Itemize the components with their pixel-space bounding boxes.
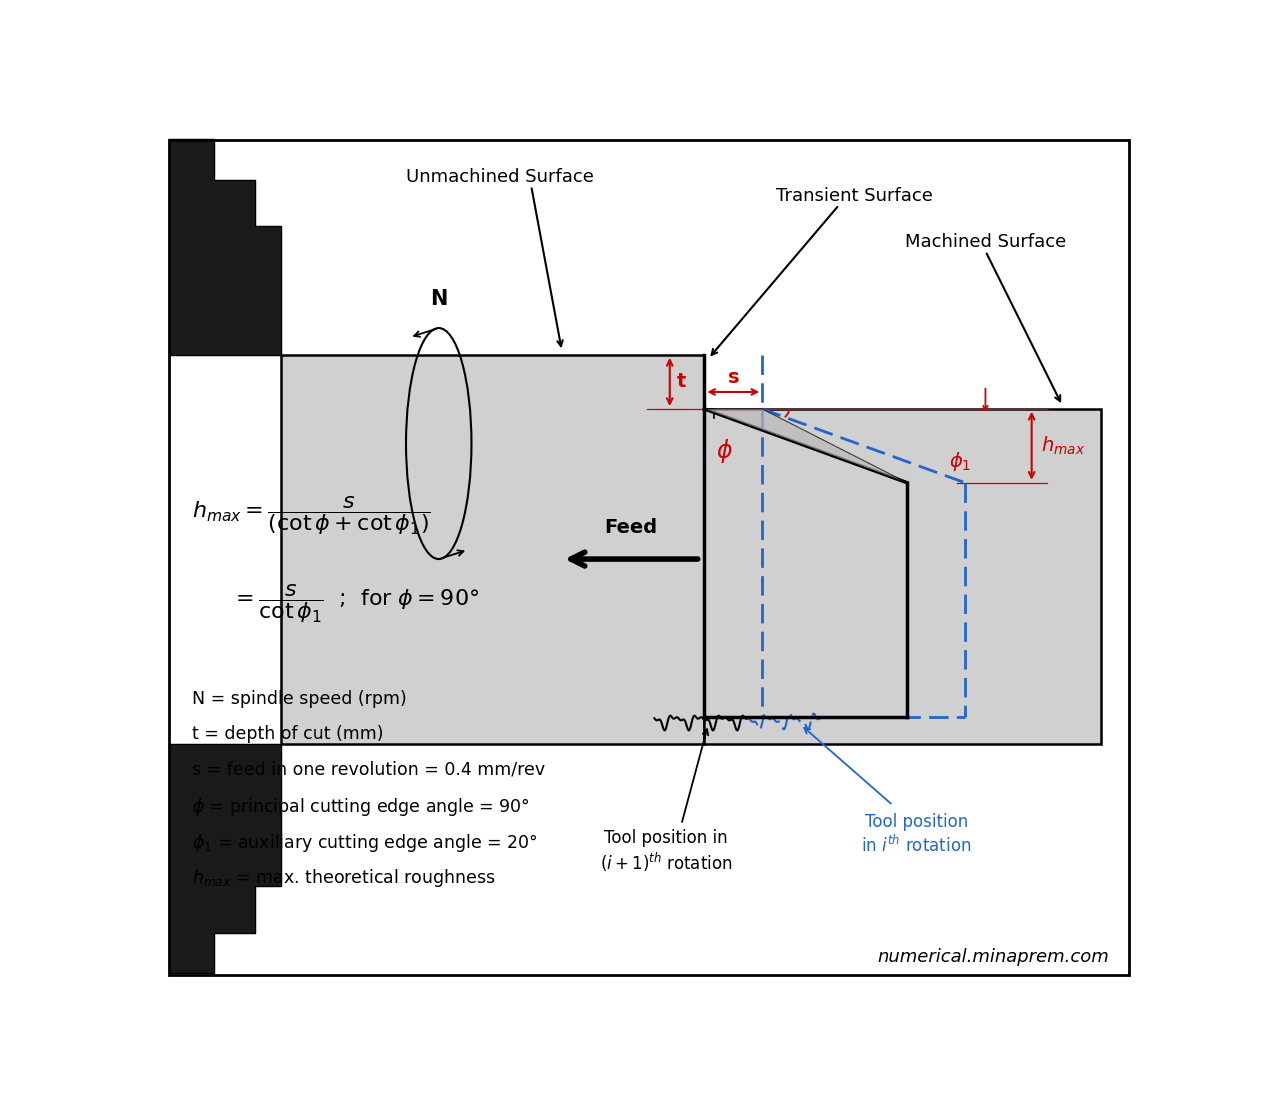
- Bar: [281, 355, 704, 744]
- Text: $\phi_1$ = auxiliary cutting edge angle = 20°: $\phi_1$ = auxiliary cutting edge angle …: [193, 831, 538, 853]
- Text: $= \dfrac{s}{\cot\phi_1}$  ;  for $\phi = 90°$: $= \dfrac{s}{\cot\phi_1}$ ; for $\phi = …: [231, 582, 479, 625]
- Text: Transient Surface: Transient Surface: [777, 187, 933, 205]
- Text: N: N: [430, 289, 447, 309]
- Text: numerical.minaprem.com: numerical.minaprem.com: [877, 947, 1109, 966]
- Text: $\phi$ = principal cutting edge angle = 90°: $\phi$ = principal cutting edge angle = …: [193, 796, 531, 818]
- Text: Unmachined Surface: Unmachined Surface: [407, 168, 594, 185]
- Text: s = feed in one revolution = 0.4 mm/rev: s = feed in one revolution = 0.4 mm/rev: [193, 761, 546, 778]
- Text: t = depth of cut (mm): t = depth of cut (mm): [193, 725, 384, 743]
- Text: $\phi$: $\phi$: [716, 437, 732, 465]
- Text: $\phi_1$: $\phi_1$: [949, 449, 972, 473]
- Text: $\mathbf{t}$: $\mathbf{t}$: [675, 372, 687, 392]
- Text: Tool position in
$(i+1)^{th}$ rotation: Tool position in $(i+1)^{th}$ rotation: [599, 829, 732, 873]
- Polygon shape: [170, 744, 281, 974]
- Polygon shape: [170, 139, 281, 355]
- Text: Machined Surface: Machined Surface: [905, 233, 1066, 251]
- Text: $\mathbf{s}$: $\mathbf{s}$: [727, 368, 740, 386]
- Text: N = spindle speed (rpm): N = spindle speed (rpm): [193, 690, 407, 708]
- Polygon shape: [704, 408, 907, 482]
- Text: Feed: Feed: [604, 519, 658, 538]
- Bar: [704, 408, 1101, 744]
- Text: $h_{max}$: $h_{max}$: [1041, 435, 1085, 457]
- Text: $h_{max}$ = max. theoretical roughness: $h_{max}$ = max. theoretical roughness: [193, 867, 495, 889]
- Text: Tool position
in $i^{th}$ rotation: Tool position in $i^{th}$ rotation: [862, 814, 972, 856]
- Text: $h_{max} = \dfrac{s}{(\cot\phi + \cot\phi_1)}$: $h_{max} = \dfrac{s}{(\cot\phi + \cot\ph…: [193, 493, 431, 537]
